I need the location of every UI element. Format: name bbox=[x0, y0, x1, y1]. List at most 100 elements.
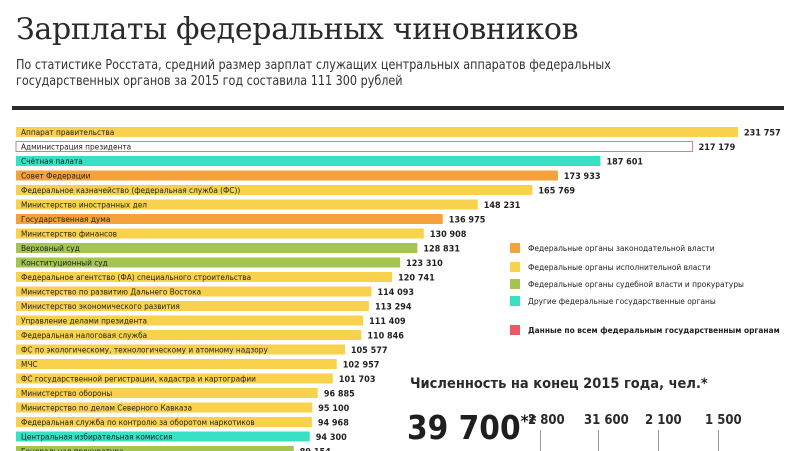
bar bbox=[16, 373, 333, 384]
headcount-divider-1 bbox=[540, 430, 541, 451]
bar-value-label: 136 975 bbox=[449, 216, 486, 226]
bar-value-label: 96 885 bbox=[324, 390, 355, 400]
page-title: Зарплаты федеральных чиновников bbox=[16, 12, 579, 47]
bar-category-label: Центральная избирательная комиссия bbox=[21, 432, 173, 442]
bar bbox=[16, 257, 401, 268]
bar bbox=[16, 228, 424, 239]
bar bbox=[16, 402, 313, 413]
bar-value-label: 105 577 bbox=[351, 346, 388, 356]
bar-value-label: 102 957 bbox=[343, 361, 380, 371]
bar-category-label: Верховный суд bbox=[21, 243, 80, 253]
legend-item-judicial: Федеральные органы судебной власти и про… bbox=[510, 279, 744, 289]
bar-value-label: 165 769 bbox=[538, 187, 575, 197]
legend-swatch-other bbox=[510, 296, 520, 306]
bar bbox=[16, 243, 418, 253]
bar-value-label: 173 933 bbox=[564, 172, 601, 182]
bar bbox=[16, 431, 310, 442]
bar bbox=[16, 388, 318, 398]
bar bbox=[16, 185, 533, 195]
headcount-value-2: 31 600 bbox=[584, 413, 629, 428]
bar-value-label: 101 703 bbox=[339, 375, 376, 385]
bar-category-label: Министерство иностранных дел bbox=[21, 200, 147, 210]
bar-category-label: Аппарат правительства bbox=[21, 127, 114, 137]
legend-item-legislative: Федеральные органы законодательной власт… bbox=[510, 243, 715, 253]
legend-swatch-judicial bbox=[510, 279, 520, 289]
headcount-main-mark: ** bbox=[520, 412, 537, 432]
bar-value-label: 123 310 bbox=[406, 259, 443, 269]
bar bbox=[16, 344, 345, 355]
bar bbox=[16, 214, 443, 224]
bar-category-label: Федеральное агентство (ФА) специального … bbox=[21, 272, 251, 282]
headcount-divider-2 bbox=[598, 430, 599, 451]
bar-category-label: Федеральная служба по контролю за оборот… bbox=[21, 417, 255, 427]
bar bbox=[16, 417, 312, 427]
legend-label-judicial: Федеральные органы судебной власти и про… bbox=[528, 279, 744, 289]
bar-value-label: 111 409 bbox=[369, 317, 406, 327]
bar bbox=[16, 127, 738, 137]
bar-category-label: Федеральная налоговая служба bbox=[21, 330, 147, 340]
headcount-divider-4 bbox=[718, 430, 719, 451]
bar bbox=[16, 301, 369, 311]
bar bbox=[16, 199, 478, 210]
bar bbox=[16, 359, 337, 369]
bar-category-label: Совет Федерации bbox=[21, 171, 91, 181]
bar-value-label: 130 908 bbox=[430, 230, 467, 240]
bar-category-label: Министерство финансов bbox=[21, 229, 117, 239]
bar bbox=[16, 170, 558, 181]
bar-category-label: Государственная дума bbox=[21, 214, 110, 224]
bar-value-label: 187 601 bbox=[606, 158, 643, 168]
legend-item-executive: Федеральные органы исполнительной власти bbox=[510, 262, 711, 272]
bar-category-label: МЧС bbox=[21, 359, 38, 369]
headcount-divider-3 bbox=[658, 430, 659, 451]
bar-value-label: 217 179 bbox=[699, 143, 736, 153]
bar bbox=[16, 315, 364, 326]
headcount-title: Численность на конец 2015 года, чел.* bbox=[410, 376, 708, 392]
bar-category-label: Министерство по делам Северного Кавказа bbox=[21, 403, 192, 413]
bar-value-label: 113 294 bbox=[375, 303, 412, 313]
bar-category-label: ФС государственной регистрации, кадастра… bbox=[21, 374, 256, 384]
bar bbox=[16, 330, 362, 340]
bar-value-label: 89 154 bbox=[300, 448, 331, 451]
bar-category-label: Генеральная прокуратура bbox=[21, 446, 124, 451]
bar bbox=[16, 446, 294, 451]
bar-category-label: Министерство экономического развития bbox=[21, 301, 180, 311]
bar-category-label: Администрация президента bbox=[21, 142, 131, 152]
headcount-value-1: 2 800 bbox=[528, 413, 565, 428]
bar-category-label: Управление делами президента bbox=[21, 316, 147, 326]
bar-category-label: Конституционный суд bbox=[21, 258, 108, 268]
bar-category-label: Счётная палата bbox=[21, 156, 83, 166]
headcount-main: 39 700** bbox=[407, 408, 537, 447]
bar-value-label: 94 968 bbox=[318, 419, 349, 429]
subtitle-line-2: государственных органов за 2015 год сост… bbox=[16, 74, 403, 89]
bar-value-label: 231 757 bbox=[744, 129, 781, 139]
legend-label-total: Данные по всем федеральным государственн… bbox=[528, 325, 780, 335]
bar-value-label: 110 846 bbox=[367, 332, 404, 342]
bar-category-label: ФС по экологическому, технологическому и… bbox=[21, 345, 268, 355]
legend-label-executive: Федеральные органы исполнительной власти bbox=[528, 262, 711, 272]
legend-swatch-total bbox=[510, 325, 520, 335]
legend-item-other: Другие федеральные государственные орган… bbox=[510, 296, 716, 306]
legend-swatch-executive bbox=[510, 262, 520, 272]
legend-label-legislative: Федеральные органы законодательной власт… bbox=[528, 243, 715, 253]
bar-category-label: Министерство обороны bbox=[21, 388, 112, 398]
legend-item-total: Данные по всем федеральным государственн… bbox=[510, 325, 780, 335]
bar-category-label: Федеральное казначейство (федеральная сл… bbox=[21, 185, 240, 195]
subtitle-line-1: По статистике Росстата, средний размер з… bbox=[16, 58, 611, 73]
legend-label-other: Другие федеральные государственные орган… bbox=[528, 296, 716, 306]
headcount-value-4: 1 500 bbox=[705, 413, 742, 428]
headcount-value-3: 2 100 bbox=[645, 413, 682, 428]
header-rule bbox=[12, 106, 784, 110]
bar-value-label: 114 093 bbox=[377, 288, 414, 298]
bar bbox=[16, 286, 372, 297]
bar bbox=[16, 272, 393, 282]
bar-value-label: 128 831 bbox=[423, 245, 460, 255]
bar-category-label: Министерство по развитию Дальнего Восток… bbox=[21, 287, 201, 297]
headcount-main-value: 39 700 bbox=[407, 408, 521, 447]
page-subtitle: По статистике Росстата, средний размер з… bbox=[16, 58, 667, 90]
bar bbox=[16, 156, 601, 166]
bar-value-label: 148 231 bbox=[484, 201, 521, 211]
bar-value-label: 120 741 bbox=[398, 274, 435, 284]
bar-value-label: 94 300 bbox=[316, 433, 347, 443]
bar bbox=[15, 141, 694, 152]
